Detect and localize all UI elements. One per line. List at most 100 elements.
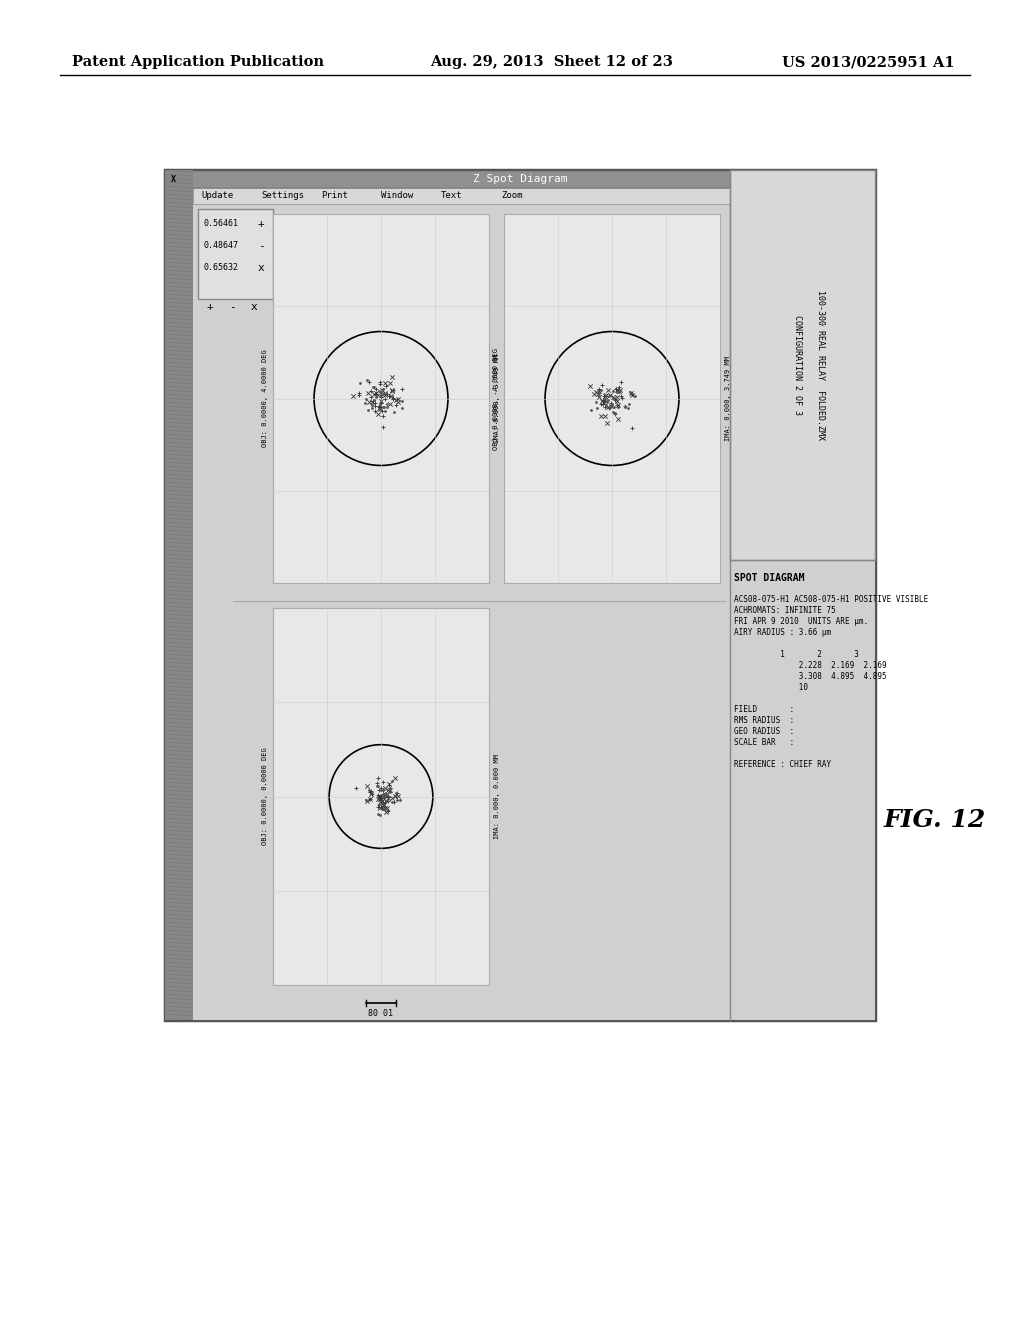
Point [376, 787, 392, 808]
Point [372, 804, 388, 825]
Point [380, 787, 396, 808]
Point [388, 395, 404, 416]
Point [612, 385, 629, 407]
Text: Z Spot Diagram: Z Spot Diagram [473, 174, 567, 183]
Point [392, 789, 409, 810]
Point [372, 395, 388, 416]
Point [602, 397, 618, 418]
Text: FIG. 12: FIG. 12 [884, 808, 986, 832]
Text: OBJ: 0.0000, 4.0000 DEG: OBJ: 0.0000, 4.0000 DEG [262, 350, 268, 447]
Bar [165, 170, 874, 1020]
Point [384, 367, 400, 388]
Point [388, 789, 404, 810]
Text: 1       2       3: 1 2 3 [734, 649, 859, 659]
Point [382, 777, 398, 799]
Point [368, 387, 384, 408]
Point [373, 393, 389, 414]
Point [370, 404, 386, 425]
Bar [167, 172, 179, 186]
Point [387, 389, 403, 411]
Point [379, 384, 395, 405]
Point [382, 393, 398, 414]
Point [377, 777, 393, 799]
Point [599, 392, 615, 413]
Point [375, 799, 391, 820]
Point [612, 379, 629, 400]
Point [606, 388, 623, 409]
Text: Window: Window [381, 191, 414, 201]
Point [377, 372, 393, 393]
Point [373, 796, 389, 817]
Text: US 2013/0225951 A1: US 2013/0225951 A1 [782, 55, 955, 69]
Point [359, 400, 376, 421]
Bar [273, 609, 489, 985]
Point [374, 379, 390, 400]
Point [604, 388, 621, 409]
Point [367, 392, 383, 413]
Point [352, 372, 369, 393]
Point [373, 779, 389, 800]
Point [605, 380, 622, 401]
Point [375, 784, 391, 805]
Point [375, 417, 391, 438]
Point [382, 781, 398, 803]
Point [609, 381, 626, 403]
Point [608, 379, 625, 400]
Point [591, 387, 607, 408]
Point [351, 384, 368, 405]
Point [601, 397, 617, 418]
Point [376, 793, 392, 814]
Point [596, 392, 612, 413]
Point [370, 788, 386, 809]
Point [381, 774, 397, 795]
Point [375, 771, 391, 792]
Point [379, 797, 395, 818]
Text: +: + [258, 219, 264, 228]
Point [376, 396, 392, 417]
Text: GEO RADIUS  :: GEO RADIUS : [734, 727, 795, 737]
Text: OBJ: 0.0000, -4.0000 DEG: OBJ: 0.0000, -4.0000 DEG [493, 347, 499, 450]
Text: 100-300 REAL RELAY  FOLDED.ZMX: 100-300 REAL RELAY FOLDED.ZMX [816, 290, 825, 440]
Point [366, 376, 382, 397]
Point [591, 379, 607, 400]
Point [376, 788, 392, 809]
Point [377, 799, 393, 820]
Point [377, 797, 393, 818]
Text: Update: Update [201, 191, 233, 201]
Text: FIELD       :: FIELD : [734, 705, 795, 714]
Point [596, 397, 612, 418]
Point [596, 391, 612, 412]
Point [372, 785, 388, 807]
Point [611, 380, 628, 401]
Point [372, 787, 388, 808]
Point [372, 374, 388, 395]
Point [608, 387, 625, 408]
Text: SPOT DIAGRAM: SPOT DIAGRAM [734, 573, 805, 583]
Text: CONFIGURATION 2 OF 3: CONFIGURATION 2 OF 3 [793, 315, 802, 414]
Point [377, 792, 393, 813]
Point [604, 395, 621, 416]
Point [389, 391, 406, 412]
Point [359, 383, 376, 404]
Point [604, 387, 621, 408]
Point [358, 789, 375, 810]
Point [371, 795, 387, 816]
Point [591, 380, 607, 401]
Point [359, 776, 376, 797]
Point [375, 396, 391, 417]
Point [591, 385, 607, 407]
Point [383, 771, 399, 792]
Point [357, 388, 374, 409]
Text: -: - [228, 302, 236, 312]
Point [344, 385, 360, 407]
Point [368, 396, 384, 417]
Bar [730, 170, 874, 560]
Point [589, 391, 605, 412]
Point [371, 396, 387, 417]
Point [373, 797, 389, 818]
Point [372, 372, 388, 393]
Point [599, 412, 615, 433]
Point [377, 400, 393, 421]
Point [598, 384, 614, 405]
Point [607, 403, 624, 424]
